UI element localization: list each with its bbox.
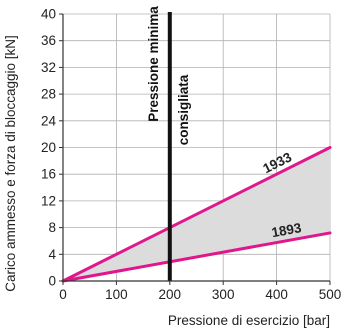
x-tick-label: 0 (59, 287, 67, 302)
series-label-1893: 1893 (270, 220, 303, 240)
reference-label-line2: consigliata (176, 74, 191, 145)
series-lines (61, 146, 332, 283)
y-axis-label: Carico ammesso e forza di bloccaggio [kN… (3, 35, 18, 292)
series-line-1933 (61, 146, 332, 283)
x-tick-label: 400 (265, 287, 288, 302)
y-tick-label: 16 (41, 167, 56, 182)
y-tick-label: 36 (41, 33, 56, 48)
x-tick-label: 300 (212, 287, 235, 302)
tick-labels: 0 100 200 300 400 500 0 4 8 12 16 20 24 28 32 36 40 (41, 7, 341, 303)
y-tick-label: 20 (41, 140, 56, 155)
reference-label-line1: Pressione minima (146, 6, 161, 122)
y-tick-label: 8 (48, 220, 56, 235)
x-tick-label: 500 (319, 287, 342, 302)
y-tick-label: 0 (48, 274, 56, 289)
y-tick-label: 40 (41, 7, 56, 22)
series-line-1893 (61, 231, 332, 283)
x-tick-label: 200 (159, 287, 182, 302)
y-tick-label: 12 (41, 193, 56, 208)
y-tick-label: 4 (48, 247, 56, 262)
y-tick-label: 32 (41, 60, 56, 75)
x-axis-label: Pressione di esercizio [bar] (168, 313, 330, 328)
y-tick-label: 24 (41, 113, 57, 128)
y-tick-label: 28 (41, 87, 56, 102)
x-tick-label: 100 (105, 287, 128, 302)
